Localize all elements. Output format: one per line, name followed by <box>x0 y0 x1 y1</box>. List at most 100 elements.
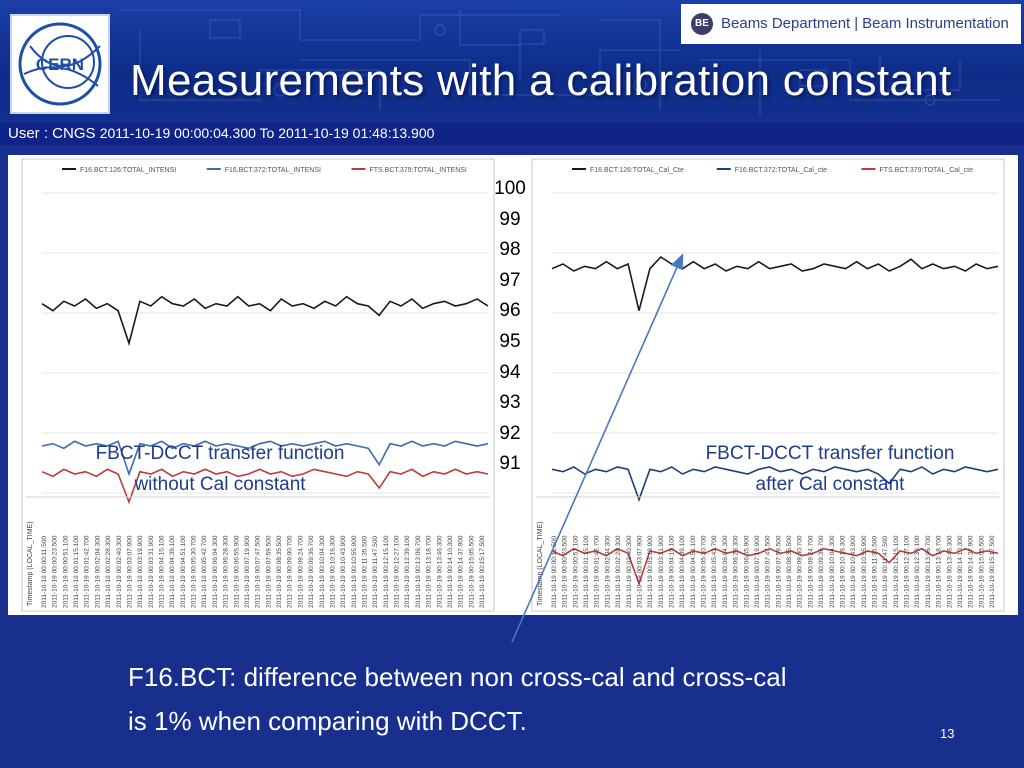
x-tick-label: 2011-10-19 00:14:10.300 <box>957 535 964 608</box>
x-tick-label: 2011-10-19 00:12:39.100 <box>404 535 411 608</box>
x-tick-label: 2011-10-19 00:14:37.900 <box>968 535 975 608</box>
page-number: 13 <box>940 726 955 741</box>
x-tick-label: 2011-10-19 00:11:47.500 <box>372 536 379 608</box>
x-tick-label: 2011-10-19 00:05:42.700 <box>711 535 718 608</box>
x-tick-label: 2011-10-19 00:04:39.100 <box>169 535 176 608</box>
x-tick-label: 2011-10-19 00:09:36.700 <box>818 535 825 608</box>
x-tick-label: 2011-10-19 00:10:43.900 <box>340 535 347 608</box>
legend-label: FTS.BCT.379:TOTAL_INTENSI <box>369 167 466 174</box>
x-tick-label: 2011-10-19 00:09:36.700 <box>308 535 315 608</box>
x-tick-label: 2011-10-19 00:07:59.500 <box>775 535 782 608</box>
x-tick-label: 2011-10-19 00:15:05.500 <box>978 535 985 608</box>
x-tick-label: 2011-10-19 00:12:39.100 <box>914 535 921 608</box>
x-tick-label: 2011-10-19 00:15:17.500 <box>989 535 996 608</box>
department-name: Beams Department | Beam Instrumentation <box>721 15 1009 32</box>
scale-labels: 100 99 98 97 96 95 94 93 92 91 <box>490 174 530 480</box>
x-tick-label: 2011-10-19 00:09:24.700 <box>807 535 814 608</box>
annotation-left-line-1: FBCT-DCCT transfer function <box>95 443 345 464</box>
caption-line-2: is 1% when comparing with DCCT. <box>128 706 527 736</box>
cern-logo: CERN <box>10 14 110 114</box>
x-axis-label: Timestamp (LOCAL_TIME) <box>537 521 544 606</box>
x-tick-label: 2011-10-19 00:03:19.900 <box>137 535 144 608</box>
annotation-left-line-2: without Cal constant <box>134 474 306 495</box>
x-tick-label: 2011-10-19 00:04:15.100 <box>669 535 676 608</box>
x-tick-label: 2011-10-19 00:13:06.700 <box>415 535 422 608</box>
x-tick-label: 2011-10-19 00:01:15.100 <box>583 535 590 608</box>
annotation-right-line-2: after Cal constant <box>755 474 905 495</box>
department-banner: BE Beams Department | Beam Instrumentation <box>681 4 1021 44</box>
legend-label: F16.BCT.372:TOTAL_Cal_cte <box>735 167 827 174</box>
user-label: User : CNGS <box>8 125 96 142</box>
x-tick-label: 2011-10-19 00:01:15.100 <box>73 535 80 608</box>
x-tick-label: 2011-10-19 00:11:47.500 <box>882 536 889 608</box>
time-range: 2011-10-19 00:00:04.300 To 2011-10-19 01… <box>99 125 435 141</box>
x-tick-label: 2011-10-19 00:02:40.300 <box>626 535 633 608</box>
annotation-right: FBCT-DCCT transfer function after Cal co… <box>670 438 990 500</box>
x-tick-label: 2011-10-19 00:03:31.900 <box>658 535 665 608</box>
scale-label: 96 <box>499 300 521 322</box>
scale-label: 92 <box>499 422 521 444</box>
x-tick-label: 2011-10-19 00:07:47.500 <box>765 535 772 608</box>
x-tick-label: 2011-10-19 00:03:19.900 <box>647 535 654 608</box>
slide-header: CERN BE Beams Department | Beam Instrument… <box>0 0 1024 123</box>
x-tick-label: 2011-10-19 00:10:04.300 <box>319 535 326 608</box>
x-tick-label: 2011-10-19 00:00:11.500 <box>41 536 48 608</box>
scale-label: 93 <box>499 392 521 414</box>
scale-label: 98 <box>499 239 521 261</box>
x-tick-label: 2011-10-19 00:00:23.500 <box>562 535 569 608</box>
x-tick-label: 2011-10-19 00:10:16.300 <box>839 535 846 608</box>
slide-title: Measurements with a calibration constant <box>130 56 952 105</box>
x-tick-label: 2011-10-19 00:15:05.500 <box>468 535 475 608</box>
department-label: Beams Department <box>721 15 851 32</box>
x-tick-label: 2011-10-19 00:01:42.700 <box>84 535 91 608</box>
x-tick-label: 2011-10-19 00:06:28.300 <box>223 535 230 608</box>
x-tick-label: 2011-10-19 00:12:27.100 <box>394 535 401 608</box>
group-label: Beam Instrumentation <box>862 15 1009 32</box>
x-tick-label: 2011-10-19 00:02:28.300 <box>615 535 622 608</box>
x-tick-label: 2011-10-19 00:05:42.700 <box>201 535 208 608</box>
scale-label: 99 <box>499 208 521 230</box>
x-tick-label: 2011-10-19 00:00:11.500 <box>551 536 558 608</box>
scale-label: 97 <box>499 269 521 291</box>
x-tick-label: 2011-10-19 00:07:59.500 <box>265 535 272 608</box>
x-axis-label: Timestamp (LOCAL_TIME) <box>27 521 34 606</box>
chart-panel-left: F16.BCT.126:TOTAL_INTENSI F16.BCT.372:TOT… <box>21 158 495 612</box>
user-info-bar: User : CNGS 2011-10-19 00:00:04.300 To 2… <box>0 123 1024 145</box>
x-tick-label: 2011-10-19 00:10:55.900 <box>351 535 358 608</box>
x-tick-label: 2011-10-19 00:13:46.300 <box>946 535 953 608</box>
series-line <box>41 295 489 347</box>
x-tick-label: 2011-10-19 00:09:00.700 <box>797 535 804 608</box>
x-tick-label: 2011-10-19 00:11:35.500 <box>872 536 879 608</box>
scale-label: 95 <box>499 330 521 352</box>
x-tick-label: 2011-10-19 00:10:16.300 <box>329 535 336 608</box>
x-tick-label: 2011-10-19 00:15:17.500 <box>479 535 486 608</box>
x-tick-label: 2011-10-19 00:04:15.100 <box>159 535 166 608</box>
x-tick-label: 2011-10-19 00:07:19.900 <box>754 535 761 608</box>
x-tick-label: 2011-10-19 00:14:37.900 <box>458 535 465 608</box>
legend-label: F16.BCT.126:TOTAL_INTENSI <box>80 167 176 174</box>
x-tick-label: 2011-10-19 00:08:35.500 <box>786 535 793 608</box>
x-tick-label: 2011-10-19 00:10:43.900 <box>850 535 857 608</box>
cern-logo-mark: CERN <box>18 22 102 106</box>
x-tick-label: 2011-10-19 00:06:04.300 <box>722 535 729 608</box>
x-tick-label: 2011-10-19 00:12:15.100 <box>383 535 390 608</box>
scale-label: 91 <box>499 453 521 475</box>
x-tick-label: 2011-10-19 00:06:28.300 <box>733 535 740 608</box>
x-tick-label: 2011-10-19 00:03:31.900 <box>148 535 155 608</box>
scale-label: 94 <box>499 361 521 383</box>
x-tick-label: 2011-10-19 00:09:00.700 <box>287 535 294 608</box>
x-tick-label: 2011-10-19 00:08:35.500 <box>276 535 283 608</box>
slide-caption: F16.BCT: difference between non cross-ca… <box>128 655 928 743</box>
x-tick-label: 2011-10-19 00:04:51.100 <box>690 535 697 608</box>
x-tick-label: 2011-10-19 00:12:27.100 <box>904 535 911 608</box>
chart-frame <box>21 158 495 612</box>
x-tick-label: 2011-10-19 00:13:46.300 <box>436 535 443 608</box>
x-tick-label: 2011-10-19 00:04:51.100 <box>180 535 187 608</box>
legend-label: F16.BCT.126:TOTAL_Cal_Cte <box>590 167 684 174</box>
x-tick-label: 2011-10-19 00:14:10.300 <box>447 535 454 608</box>
x-tick-label: 2011-10-19 00:07:47.500 <box>255 535 262 608</box>
legend-label: FTS.BCT.379:TOTAL_Cal_cte <box>879 167 973 174</box>
x-tick-label: 2011-10-19 00:05:30.700 <box>191 535 198 608</box>
x-tick-label: 2011-10-19 00:02:28.300 <box>105 535 112 608</box>
caption-line-1: F16.BCT: difference between non cross-ca… <box>128 662 787 692</box>
